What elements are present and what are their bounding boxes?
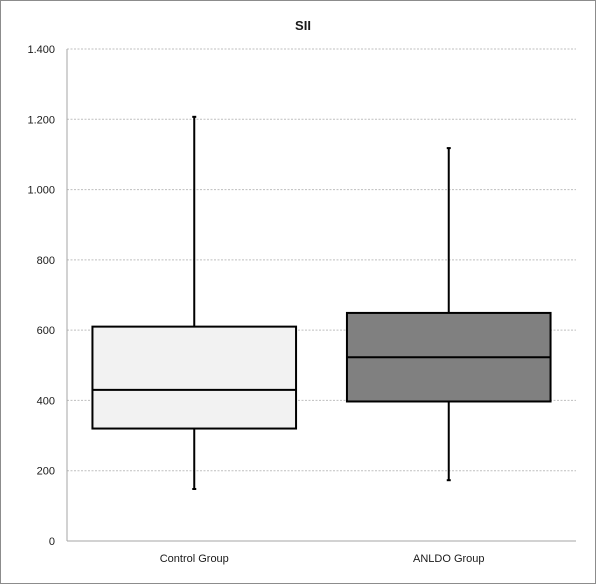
y-tick-label: 1.400	[27, 44, 55, 56]
y-tick-label: 600	[37, 325, 55, 337]
x-tick-label: ANLDO Group	[413, 553, 485, 565]
y-tick-labels: 0 200 400 600 800 1.000 1.200 1.400	[27, 44, 55, 548]
y-tick-label: 1.000	[27, 185, 55, 197]
chart-title: SII	[295, 18, 311, 33]
axes	[66, 49, 576, 542]
boxes	[91, 115, 552, 490]
y-tick-label: 200	[37, 466, 55, 478]
y-tick-label: 800	[37, 255, 55, 267]
y-tick-label: 0	[49, 536, 55, 548]
y-tick-label: 400	[37, 395, 55, 407]
y-tick-label: 1.200	[27, 114, 55, 126]
x-tick-labels: Control Group ANLDO Group	[160, 553, 485, 565]
iqr-box	[91, 325, 298, 430]
box-1	[91, 115, 298, 490]
box-2	[345, 147, 552, 482]
x-tick-label: Control Group	[160, 553, 229, 565]
